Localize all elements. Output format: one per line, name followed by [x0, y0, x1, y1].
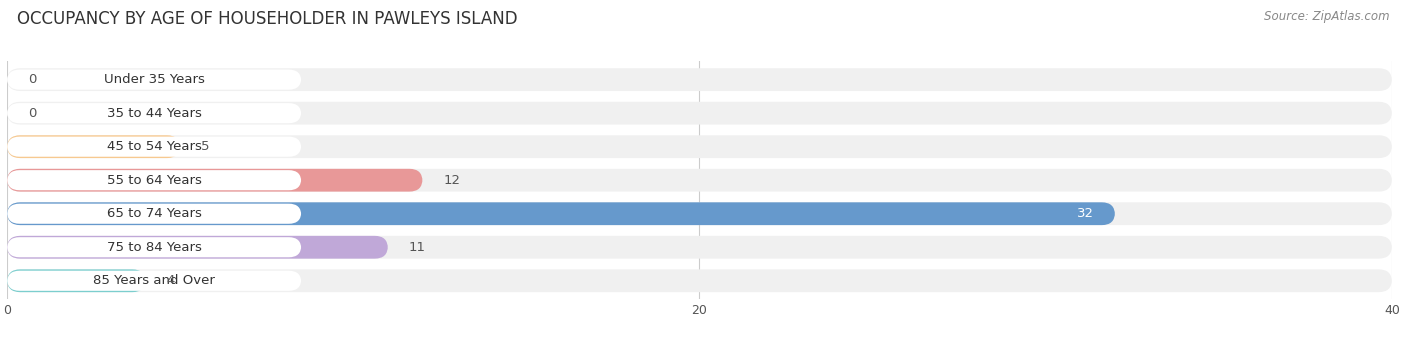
Text: 55 to 64 Years: 55 to 64 Years [107, 174, 201, 187]
Text: 5: 5 [201, 140, 209, 153]
Text: 65 to 74 Years: 65 to 74 Years [107, 207, 201, 220]
Text: Under 35 Years: Under 35 Years [104, 73, 205, 86]
Text: 32: 32 [1077, 207, 1094, 220]
FancyBboxPatch shape [7, 202, 1392, 225]
Text: 0: 0 [28, 73, 37, 86]
FancyBboxPatch shape [7, 102, 1392, 124]
Text: 75 to 84 Years: 75 to 84 Years [107, 241, 201, 254]
FancyBboxPatch shape [7, 202, 1115, 225]
FancyBboxPatch shape [7, 170, 301, 190]
Text: Source: ZipAtlas.com: Source: ZipAtlas.com [1264, 10, 1389, 23]
FancyBboxPatch shape [7, 269, 146, 292]
FancyBboxPatch shape [7, 70, 301, 90]
Text: 35 to 44 Years: 35 to 44 Years [107, 107, 201, 120]
FancyBboxPatch shape [7, 103, 301, 123]
FancyBboxPatch shape [7, 236, 388, 259]
Text: 12: 12 [443, 174, 460, 187]
Text: 85 Years and Over: 85 Years and Over [93, 274, 215, 287]
FancyBboxPatch shape [7, 236, 1392, 259]
Text: 0: 0 [28, 107, 37, 120]
FancyBboxPatch shape [7, 271, 301, 291]
FancyBboxPatch shape [7, 204, 301, 224]
Text: OCCUPANCY BY AGE OF HOUSEHOLDER IN PAWLEYS ISLAND: OCCUPANCY BY AGE OF HOUSEHOLDER IN PAWLE… [17, 10, 517, 28]
FancyBboxPatch shape [7, 137, 301, 157]
FancyBboxPatch shape [7, 237, 301, 257]
FancyBboxPatch shape [7, 135, 180, 158]
Text: 4: 4 [166, 274, 174, 287]
Text: 11: 11 [409, 241, 426, 254]
FancyBboxPatch shape [7, 135, 1392, 158]
Text: 45 to 54 Years: 45 to 54 Years [107, 140, 201, 153]
FancyBboxPatch shape [7, 68, 1392, 91]
FancyBboxPatch shape [7, 269, 1392, 292]
FancyBboxPatch shape [7, 169, 1392, 192]
FancyBboxPatch shape [7, 169, 423, 192]
